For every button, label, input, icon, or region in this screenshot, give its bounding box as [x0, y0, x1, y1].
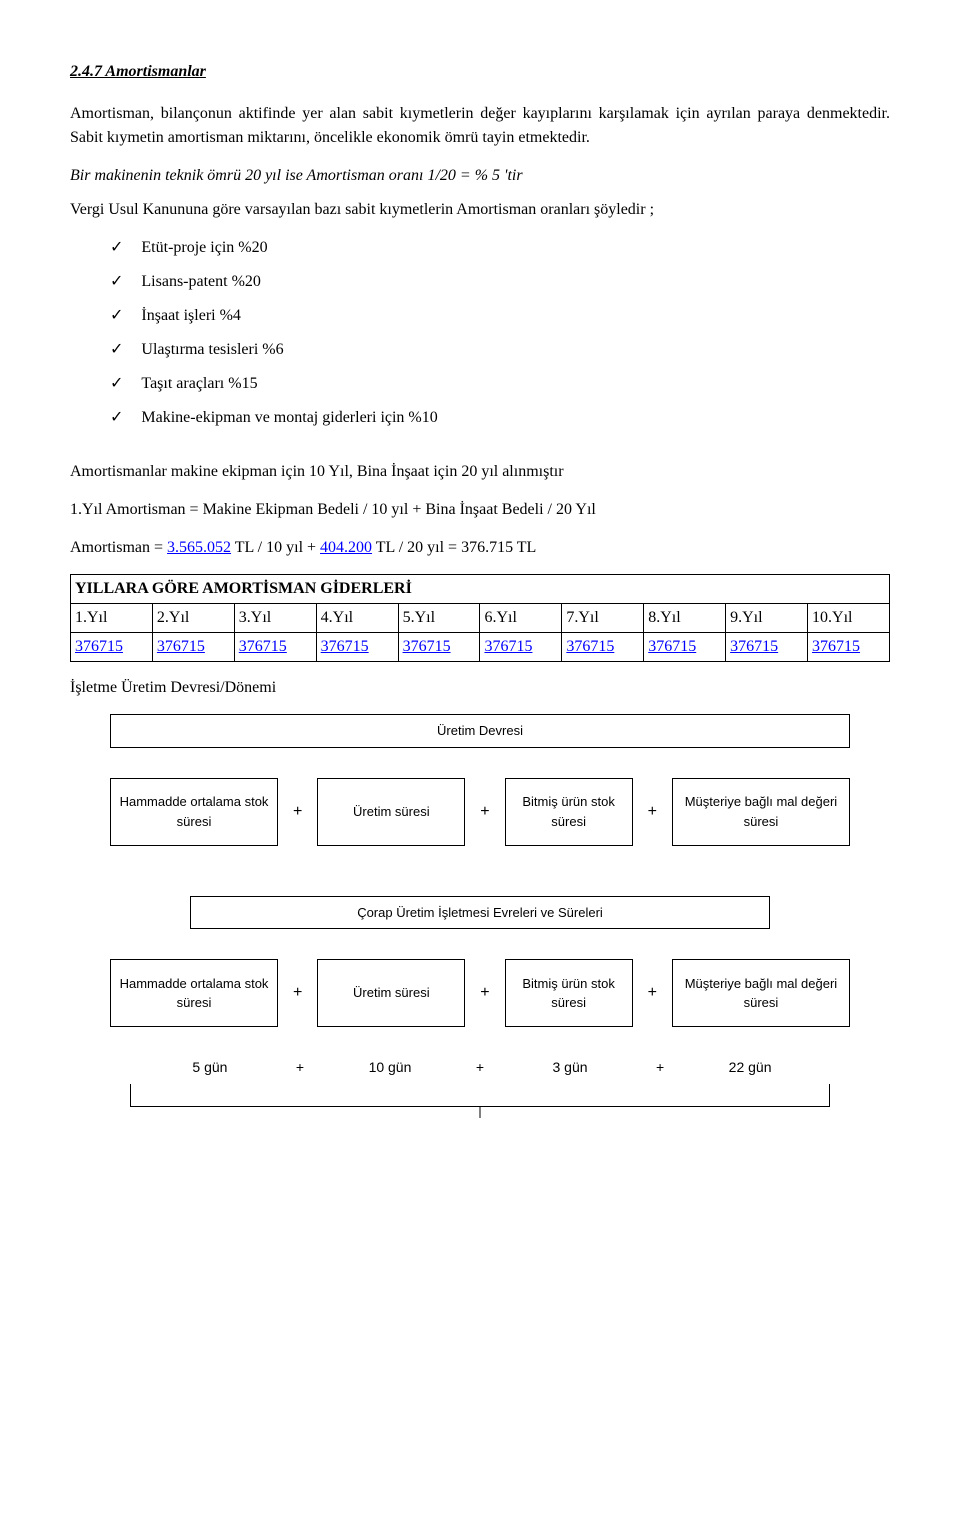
box-bitmis-2: Bitmiş ürün stok süresi	[505, 959, 633, 1027]
table-header-cell: 10.Yıl	[808, 604, 890, 633]
paragraph-assumption: Amortismanlar makine ekipman için 10 Yıl…	[70, 460, 890, 484]
paragraph-formula: Bir makinenin teknik ömrü 20 yıl ise Amo…	[70, 164, 890, 188]
table-header-cell: 2.Yıl	[152, 604, 234, 633]
box-bitmis: Bitmiş ürün stok süresi	[505, 778, 633, 846]
paragraph-calc: Amortisman = 3.565.052 TL / 10 yıl + 404…	[70, 536, 890, 560]
boxes-row-2: Hammadde ortalama stok süresi + Üretim s…	[110, 959, 850, 1027]
table-value-cell[interactable]: 376715	[398, 633, 480, 662]
banner-corap: Çorap Üretim İşletmesi Evreleri ve Sürel…	[190, 896, 770, 930]
check-icon: ✓	[110, 304, 123, 328]
section-title: 2.4.7 Amortismanlar	[70, 60, 890, 84]
plus-icon: +	[644, 981, 661, 1005]
list-item-label: Etüt-proje için %20	[141, 236, 267, 260]
banner-uretim-devresi: Üretim Devresi	[110, 714, 850, 748]
day-value: 5 gün	[130, 1057, 290, 1078]
list-item: ✓ İnşaat işleri %4	[110, 304, 890, 328]
box-hammadde-2: Hammadde ortalama stok süresi	[110, 959, 278, 1027]
plus-icon: +	[289, 981, 306, 1005]
table-header-cell: 6.Yıl	[480, 604, 562, 633]
calc-mid-1: TL / 10 yıl +	[231, 539, 320, 556]
table-header-cell: 9.Yıl	[726, 604, 808, 633]
day-value: 10 gün	[310, 1057, 470, 1078]
plus-icon: +	[476, 981, 493, 1005]
table-value-cell[interactable]: 376715	[316, 633, 398, 662]
calc-link-1[interactable]: 3.565.052	[167, 539, 231, 556]
table-value-cell[interactable]: 376715	[480, 633, 562, 662]
plus-icon: +	[644, 800, 661, 824]
table-title: YILLARA GÖRE AMORTİSMAN GİDERLERİ	[71, 575, 890, 604]
list-item: ✓ Ulaştırma tesisleri %6	[110, 338, 890, 362]
table-value-cell[interactable]: 376715	[808, 633, 890, 662]
days-row: 5 gün + 10 gün + 3 gün + 22 gün	[130, 1057, 830, 1078]
table-value-cell[interactable]: 376715	[152, 633, 234, 662]
plus-icon: +	[290, 1057, 310, 1078]
list-item-label: Ulaştırma tesisleri %6	[141, 338, 283, 362]
plus-icon: +	[650, 1057, 670, 1078]
day-value: 3 gün	[490, 1057, 650, 1078]
list-item-label: Taşıt araçları %15	[141, 372, 257, 396]
list-item-label: İnşaat işleri %4	[141, 304, 241, 328]
table-header-cell: 1.Yıl	[71, 604, 153, 633]
amortisman-list: ✓Etüt-proje için %20 ✓Lisans-patent %20 …	[70, 236, 890, 430]
table-value-cell[interactable]: 376715	[726, 633, 808, 662]
table-value-cell[interactable]: 376715	[562, 633, 644, 662]
amortisman-table: YILLARA GÖRE AMORTİSMAN GİDERLERİ 1.Yıl …	[70, 574, 890, 662]
list-item: ✓ Makine-ekipman ve montaj giderleri için…	[110, 406, 890, 430]
subtitle: İşletme Üretim Devresi/Dönemi	[70, 676, 890, 700]
table-value-cell[interactable]: 376715	[234, 633, 316, 662]
list-item-label: Lisans-patent %20	[141, 270, 261, 294]
diagram-uretim-devresi: Üretim Devresi Hammadde ortalama stok sü…	[70, 714, 890, 1107]
check-icon: ✓	[110, 372, 123, 396]
table-value-cell[interactable]: 376715	[644, 633, 726, 662]
check-icon: ✓	[110, 406, 123, 430]
box-uretim-2: Üretim süresi	[317, 959, 465, 1027]
calc-link-2[interactable]: 404.200	[320, 539, 372, 556]
paragraph-list-intro: Vergi Usul Kanununa göre varsayılan bazı…	[70, 198, 890, 222]
table-header-row: 1.Yıl 2.Yıl 3.Yıl 4.Yıl 5.Yıl 6.Yıl 7.Yı…	[71, 604, 890, 633]
plus-icon: +	[470, 1057, 490, 1078]
box-uretim: Üretim süresi	[317, 778, 465, 846]
table-header-cell: 8.Yıl	[644, 604, 726, 633]
check-icon: ✓	[110, 338, 123, 362]
paragraph-intro: Amortisman, bilançonun aktifinde yer ala…	[70, 102, 890, 150]
calc-mid-2: TL / 20 yıl = 376.715 TL	[372, 539, 536, 556]
table-header-cell: 7.Yıl	[562, 604, 644, 633]
box-hammadde: Hammadde ortalama stok süresi	[110, 778, 278, 846]
plus-icon: +	[289, 800, 306, 824]
check-icon: ✓	[110, 236, 123, 260]
calc-prefix: Amortisman =	[70, 539, 167, 556]
check-icon: ✓	[110, 270, 123, 294]
plus-icon: +	[476, 800, 493, 824]
brace-icon	[130, 1084, 830, 1107]
boxes-row-1: Hammadde ortalama stok süresi + Üretim s…	[110, 778, 850, 846]
list-item: ✓ Lisans-patent %20	[110, 270, 890, 294]
table-header-cell: 3.Yıl	[234, 604, 316, 633]
table-value-row: 376715 376715 376715 376715 376715 37671…	[71, 633, 890, 662]
table-value-cell[interactable]: 376715	[71, 633, 153, 662]
list-item-label: Makine-ekipman ve montaj giderleri için …	[141, 406, 437, 430]
paragraph-year1-formula: 1.Yıl Amortisman = Makine Ekipman Bedeli…	[70, 498, 890, 522]
box-musteri-2: Müşteriye bağlı mal değeri süresi	[672, 959, 850, 1027]
list-item: ✓ Taşıt araçları %15	[110, 372, 890, 396]
table-header-cell: 4.Yıl	[316, 604, 398, 633]
list-item: ✓ Etüt-proje için %20	[110, 236, 890, 260]
day-value: 22 gün	[670, 1057, 830, 1078]
box-musteri: Müşteriye bağlı mal değeri süresi	[672, 778, 850, 846]
table-header-cell: 5.Yıl	[398, 604, 480, 633]
